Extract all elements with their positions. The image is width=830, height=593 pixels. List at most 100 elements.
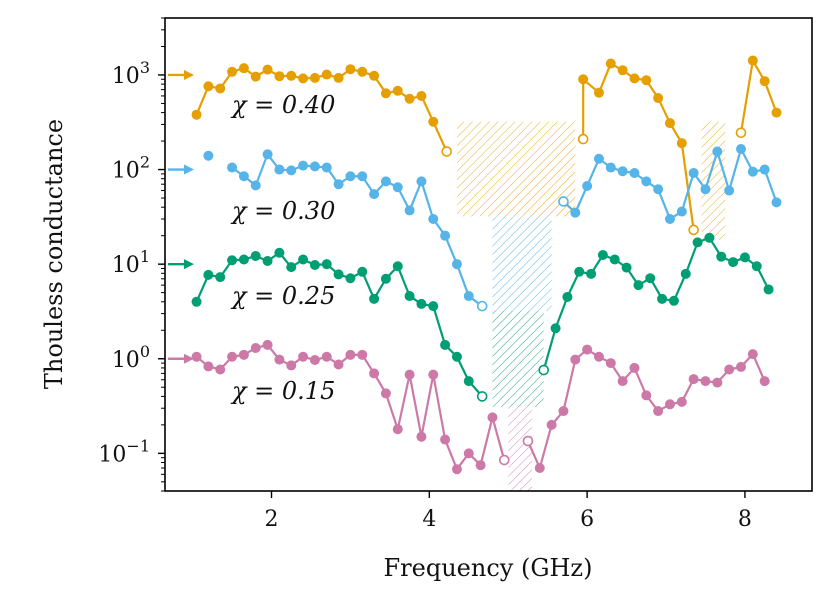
chi-0.25-point-1-17 — [751, 261, 762, 272]
chi-0.15-point-0-7 — [274, 354, 285, 365]
chi-0.40-point-0-1 — [203, 81, 214, 92]
series-chi-0.40 — [191, 55, 782, 236]
chi-0.25-point-1-6 — [621, 262, 632, 273]
chi-0.30-label: χ = 0.30 — [230, 197, 335, 225]
chi-0.15-point-1-6 — [605, 358, 616, 369]
chi-0.30-open-point-0 — [476, 300, 488, 312]
chi-0.15-open-point-1 — [522, 435, 534, 447]
series-chi-0.30 — [203, 143, 782, 312]
chi-0.40-connector-2 — [680, 143, 695, 231]
gap-region-chi-0.40-0 — [456, 121, 576, 217]
chi-0.15-point-1-14 — [700, 376, 711, 387]
series-arrows — [168, 69, 194, 364]
chi-0.30-point-0-6 — [298, 160, 309, 171]
chi-0.15-point-0-1 — [203, 361, 214, 372]
chi-0.30-open-point-1 — [558, 196, 569, 207]
gap-region-chi-0.25-3 — [492, 310, 544, 407]
chi-0.15-point-1-5 — [593, 351, 604, 362]
chi-0.25-point-1-14 — [716, 251, 727, 262]
chi-0.40-point-1-3 — [617, 65, 628, 76]
chi-0.40-point-1-7 — [664, 118, 675, 129]
chi-0.25-point-1-8 — [645, 273, 656, 284]
chi-0.30-point-0-11 — [357, 171, 368, 182]
gap-region-chi-0.15-4 — [508, 406, 532, 491]
chi-0.15-point-0-9 — [298, 351, 309, 362]
chi-0.15-point-1-19 — [759, 376, 770, 387]
y-tick-label-base: 10 — [112, 253, 140, 278]
chi-0.40-connector-3 — [739, 60, 754, 133]
chi-0.15-point-1-7 — [617, 376, 628, 387]
chi-0.25-point-0-0 — [191, 296, 202, 307]
chi-0.15-open-point-0 — [498, 454, 510, 466]
chi-0.15-point-0-3 — [227, 351, 238, 362]
y-tick-label-base: 10 — [98, 442, 126, 467]
chi-0.15-point-1-8 — [629, 362, 640, 373]
chi-0.30-point-0-13 — [380, 176, 391, 187]
chi-0.30-point-0-19 — [451, 259, 462, 270]
x-tick-label: 8 — [738, 507, 752, 532]
chi-0.30-point-0-10 — [345, 171, 356, 182]
chi-0.30-arrow-head — [184, 164, 194, 175]
y-tick-label: 102 — [112, 153, 150, 184]
chi-0.40-label: χ = 0.40 — [230, 91, 335, 119]
series-chi-0.15 — [191, 339, 770, 475]
chi-0.40-point-1-4 — [629, 73, 640, 84]
chi-0.30-point-1-11 — [700, 184, 711, 195]
chi-0.15-point-1-12 — [676, 396, 687, 407]
series-chi-0.25 — [191, 232, 774, 402]
chi-0.30-point-1-1 — [582, 181, 593, 192]
chi-0.40-arrow — [168, 69, 194, 80]
chi-0.25-point-0-9 — [298, 254, 309, 265]
chi-0.15-point-0-2 — [215, 364, 226, 375]
chi-0.15-point-1-4 — [582, 344, 593, 355]
chi-0.25-point-1-4 — [597, 249, 608, 260]
chi-0.40-open-point-0 — [441, 146, 452, 157]
series-labels: χ = 0.40 χ = 0.30 χ = 0.25 χ = 0.15 — [230, 91, 335, 405]
y-tick-label: 101 — [112, 247, 150, 278]
y-tick-label: 10−1 — [98, 436, 150, 467]
chi-0.30-point-0-17 — [428, 214, 439, 225]
chi-0.15-point-1-11 — [664, 399, 675, 410]
chi-0.40-point-0-19 — [416, 90, 427, 101]
plot-area — [191, 55, 782, 475]
chi-0.15-point-0-13 — [345, 349, 356, 360]
chi-0.30-point-0-1 — [238, 171, 249, 182]
chi-0.40-point-0-9 — [298, 73, 309, 84]
chi-0.25-line-1 — [554, 236, 770, 329]
chi-0.30-point-1-16 — [759, 164, 770, 175]
chi-0.30-point-0-4 — [274, 164, 285, 175]
chi-0.40-point-0-15 — [369, 70, 380, 81]
chi-0.40-point-1-1 — [593, 87, 604, 98]
x-tick-label: 4 — [422, 507, 436, 532]
chi-0.30-point-0-3 — [262, 149, 273, 160]
chi-0.40-point-1-5 — [641, 75, 652, 86]
chi-0.15-point-1-16 — [724, 364, 735, 375]
chi-0.40-arrow-head — [184, 69, 194, 80]
chi-0.25-point-0-19 — [416, 298, 427, 309]
y-tick-label-exponent: 1 — [140, 247, 150, 266]
y-tick-label-exponent: 2 — [140, 153, 150, 172]
x-axis-title: Frequency (GHz) — [384, 554, 593, 582]
chi-0.15-point-1-2 — [558, 406, 569, 417]
chi-0.40-point-0-3 — [227, 66, 238, 77]
chi-0.25-point-0-2 — [215, 272, 226, 283]
chi-0.30-point-0-8 — [321, 162, 332, 173]
chi-0.30-point-1-14 — [735, 143, 746, 154]
chi-0.30-point-1-15 — [747, 166, 758, 177]
chi-0.40-point-2-1 — [759, 76, 770, 87]
chi-0.25-point-1-7 — [633, 280, 644, 291]
chi-0.25-point-0-14 — [357, 266, 368, 277]
chi-0.40-point-0-18 — [404, 93, 415, 104]
chi-0.25-point-0-3 — [227, 255, 238, 266]
chi-0.15-point-0-22 — [451, 464, 462, 475]
chi-0.25-point-1-10 — [668, 295, 679, 306]
chi-0.15-point-0-0 — [191, 351, 202, 362]
chi-0.15-point-0-14 — [357, 349, 368, 360]
gap-regions — [456, 121, 726, 491]
chi-0.30-point-1-5 — [629, 167, 640, 178]
chi-0.30-point-1-13 — [724, 185, 735, 196]
chi-0.40-point-0-17 — [392, 85, 403, 96]
chi-0.25-arrow-head — [184, 259, 194, 270]
x-tick-label: 2 — [265, 507, 279, 532]
